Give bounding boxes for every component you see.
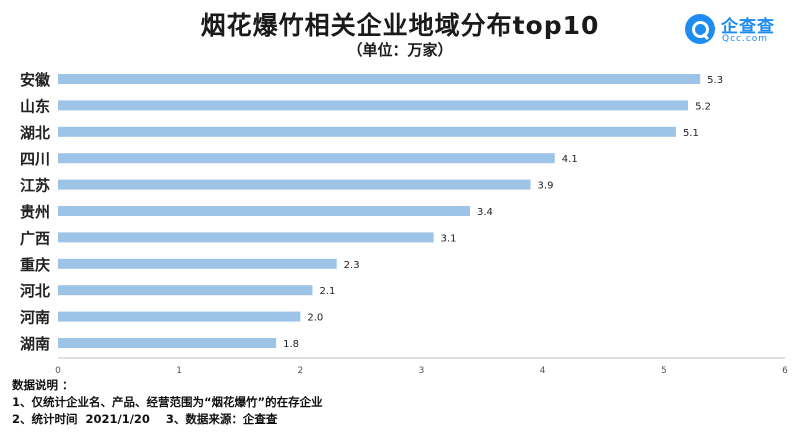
value-label-9: 2.0 (307, 313, 323, 324)
bar-10 (58, 338, 277, 348)
qcc-logo: 企查查 Qcc.com (685, 12, 795, 48)
bar-2 (58, 126, 676, 137)
bar-4 (58, 179, 531, 190)
x-tick-label-1: 1 (176, 366, 182, 376)
category-label-7: 重庆 (20, 256, 50, 274)
logo-domain: Qcc.com (722, 34, 769, 44)
bar-8 (58, 285, 313, 296)
x-tick-label-5: 5 (661, 366, 667, 376)
value-label-6: 3.1 (441, 233, 457, 244)
value-label-1: 5.2 (695, 101, 711, 112)
category-label-2: 湖北 (20, 124, 50, 142)
bar-5 (58, 206, 470, 216)
x-tick-label-3: 3 (419, 366, 425, 376)
notes-line-1: 1、仅统计企业名、产品、经营范围为“烟花爆竹”的在存企业 (12, 395, 323, 409)
category-label-9: 河南 (20, 309, 50, 327)
category-label-0: 安徽 (20, 71, 51, 89)
notes-line-2: 2、统计时间 2021/1/20 3、数据来源：企查查 (12, 412, 278, 426)
bar-6 (58, 232, 434, 243)
value-label-3: 4.1 (562, 154, 578, 165)
value-label-2: 5.1 (683, 128, 699, 139)
value-label-0: 5.3 (707, 75, 723, 86)
x-tick-label-4: 4 (540, 366, 546, 376)
category-label-1: 山东 (20, 97, 50, 115)
x-tick-label-0: 0 (55, 366, 61, 376)
value-label-8: 2.1 (319, 286, 335, 297)
category-label-8: 河北 (20, 282, 50, 300)
category-label-3: 四川 (20, 150, 50, 168)
category-label-5: 贵州 (20, 203, 50, 221)
chart-title: 烟花爆竹相关企业地域分布top10 (200, 11, 600, 40)
category-label-6: 广西 (20, 229, 50, 247)
bar-7 (58, 258, 337, 269)
value-label-7: 2.3 (344, 260, 360, 271)
value-label-10: 1.8 (283, 339, 299, 350)
bar-3 (58, 153, 555, 164)
value-label-4: 3.9 (538, 181, 554, 192)
x-tick-label-6: 6 (782, 366, 788, 376)
logo-name: 企查查 (721, 17, 775, 37)
data-notes: 数据说明 ： 1、仅统计企业名、产品、经营范围为“烟花爆竹”的在存企业 2、统计… (12, 377, 323, 428)
value-label-5: 3.4 (477, 207, 493, 218)
notes-heading: 数据说明 ： (12, 378, 74, 392)
category-label-4: 江苏 (20, 177, 50, 195)
magnifier-icon (685, 14, 715, 44)
bar-9 (58, 311, 301, 322)
bar-1 (58, 100, 689, 111)
chart-subtitle: （单位：万家） (347, 41, 453, 59)
bar-0 (58, 74, 701, 84)
category-label-10: 湖南 (20, 335, 50, 353)
x-tick-label-2: 2 (297, 366, 303, 376)
